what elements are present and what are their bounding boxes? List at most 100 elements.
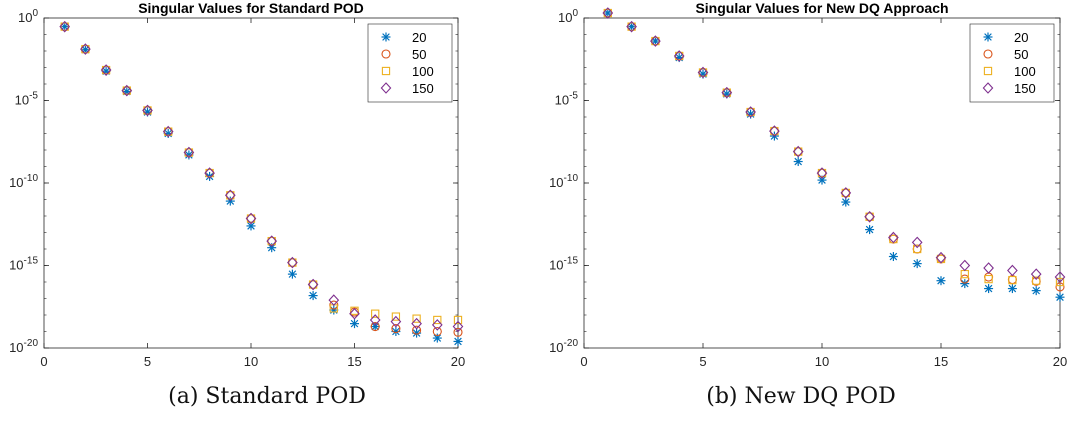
y-tick-label: 10-10 xyxy=(549,173,578,190)
data-point xyxy=(246,214,256,224)
data-point xyxy=(673,50,685,62)
data-point xyxy=(287,269,297,279)
data-point xyxy=(205,168,214,178)
data-point xyxy=(793,157,803,167)
x-tick-label: 20 xyxy=(451,354,465,369)
legend-marker xyxy=(983,32,993,42)
x-tick-label: 10 xyxy=(815,354,829,369)
x-tick-label: 15 xyxy=(934,354,948,369)
data-point xyxy=(184,148,194,157)
data-point xyxy=(412,325,422,335)
data-point xyxy=(697,66,709,79)
data-point xyxy=(865,212,874,221)
data-point xyxy=(817,175,827,185)
data-point xyxy=(698,68,708,77)
data-point xyxy=(865,225,875,235)
data-point xyxy=(888,231,899,244)
data-point xyxy=(865,212,875,222)
data-point xyxy=(745,106,756,118)
data-point xyxy=(121,84,133,97)
x-tick-label: 0 xyxy=(580,354,587,369)
series-100 xyxy=(603,8,1065,287)
data-point xyxy=(371,309,380,318)
data-point xyxy=(960,274,970,284)
figure-caption-b: (b) New DQ POD xyxy=(706,384,896,409)
legend-label: 50 xyxy=(1014,47,1028,62)
x-tick-label: 15 xyxy=(347,354,361,369)
legend-label: 150 xyxy=(1014,81,1036,96)
data-point xyxy=(349,307,360,320)
y-tick-label: 10-5 xyxy=(555,91,579,108)
data-point xyxy=(350,319,359,329)
data-point xyxy=(793,147,803,157)
data-point xyxy=(959,259,971,272)
data-point xyxy=(816,167,828,179)
legend-label: 100 xyxy=(412,64,434,79)
data-point xyxy=(911,236,923,249)
legend-marker xyxy=(983,66,993,76)
data-point xyxy=(1030,268,1042,280)
legend-marker xyxy=(381,32,391,42)
y-tick-label: 10-15 xyxy=(549,256,578,273)
data-point xyxy=(675,51,684,61)
data-point xyxy=(390,315,402,328)
data-point xyxy=(841,197,851,207)
data-point xyxy=(453,327,463,337)
chart-panel-new-dq-pod: Singular Values for New DQ Approach 0 5 10 1… xyxy=(534,0,1068,432)
data-point xyxy=(307,278,319,291)
data-point xyxy=(794,147,803,156)
data-point xyxy=(912,259,922,269)
legend-label: 20 xyxy=(412,30,426,45)
data-point xyxy=(770,126,779,136)
chart-panel-standard-pod: Singular Values for Standard POD 0 5 10 15 20… xyxy=(9,0,465,409)
data-point xyxy=(984,284,994,294)
legend-box xyxy=(367,23,453,103)
chart-standard-pod: Singular Values for Standard POD 0 5 10 15 20… xyxy=(9,0,465,369)
data-point xyxy=(722,88,731,97)
data-point xyxy=(350,306,359,315)
data-point xyxy=(912,244,922,254)
series-100 xyxy=(60,22,463,325)
data-point xyxy=(308,280,318,289)
y-tick-label: 10-5 xyxy=(15,91,39,108)
data-point xyxy=(603,8,612,18)
data-point xyxy=(841,188,850,198)
x-tick-label: 5 xyxy=(144,354,151,369)
legend-label: 100 xyxy=(1014,64,1036,79)
data-point xyxy=(142,104,153,117)
y-tick-label: 10-10 xyxy=(9,173,38,190)
data-point xyxy=(651,36,660,46)
data-point xyxy=(650,35,661,47)
data-point xyxy=(412,314,421,323)
data-point xyxy=(224,189,236,202)
data-point xyxy=(840,187,852,199)
legend-marker xyxy=(381,66,391,76)
x-tick-label: 0 xyxy=(40,354,47,369)
data-point xyxy=(412,328,422,338)
data-point xyxy=(913,244,922,254)
data-point xyxy=(391,312,401,321)
data-point xyxy=(602,7,614,19)
data-point xyxy=(266,235,278,247)
data-point xyxy=(143,106,152,115)
data-point xyxy=(453,315,463,325)
data-point xyxy=(1055,277,1065,287)
data-point xyxy=(162,125,174,138)
data-point xyxy=(100,64,112,76)
data-point xyxy=(626,20,637,33)
data-point xyxy=(308,280,318,290)
data-point xyxy=(287,256,298,269)
data-point xyxy=(370,322,380,332)
data-point xyxy=(204,167,215,179)
x-tick-label: 20 xyxy=(1053,354,1067,369)
legend-marker xyxy=(982,82,994,94)
data-point xyxy=(245,212,257,225)
chart-title: Singular Values for Standard POD xyxy=(138,0,364,16)
data-point xyxy=(431,319,443,331)
data-point xyxy=(246,214,256,223)
data-point xyxy=(164,127,173,136)
y-tick-label: 100 xyxy=(558,8,578,25)
data-point xyxy=(287,258,297,268)
legend-label: 20 xyxy=(1014,30,1028,45)
data-point xyxy=(1054,271,1066,283)
